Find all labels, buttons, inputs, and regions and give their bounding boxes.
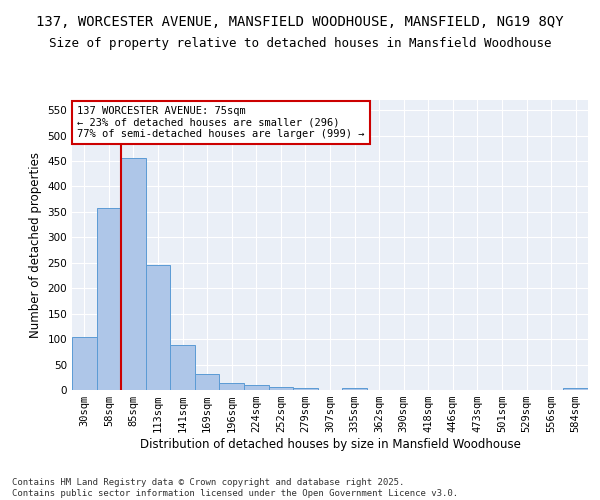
Bar xyxy=(97,208,121,390)
Bar xyxy=(293,388,318,390)
Bar xyxy=(342,388,367,390)
Bar xyxy=(72,336,97,390)
Bar xyxy=(195,374,220,390)
X-axis label: Distribution of detached houses by size in Mansfield Woodhouse: Distribution of detached houses by size … xyxy=(140,438,520,451)
Text: 137 WORCESTER AVENUE: 75sqm
← 23% of detached houses are smaller (296)
77% of se: 137 WORCESTER AVENUE: 75sqm ← 23% of det… xyxy=(77,106,365,139)
Bar xyxy=(146,265,170,390)
Text: 137, WORCESTER AVENUE, MANSFIELD WOODHOUSE, MANSFIELD, NG19 8QY: 137, WORCESTER AVENUE, MANSFIELD WOODHOU… xyxy=(36,15,564,29)
Bar xyxy=(170,344,195,390)
Bar xyxy=(563,388,588,390)
Bar xyxy=(220,384,244,390)
Bar xyxy=(244,386,269,390)
Text: Size of property relative to detached houses in Mansfield Woodhouse: Size of property relative to detached ho… xyxy=(49,38,551,51)
Bar xyxy=(121,158,146,390)
Bar xyxy=(269,387,293,390)
Y-axis label: Number of detached properties: Number of detached properties xyxy=(29,152,42,338)
Text: Contains HM Land Registry data © Crown copyright and database right 2025.
Contai: Contains HM Land Registry data © Crown c… xyxy=(12,478,458,498)
